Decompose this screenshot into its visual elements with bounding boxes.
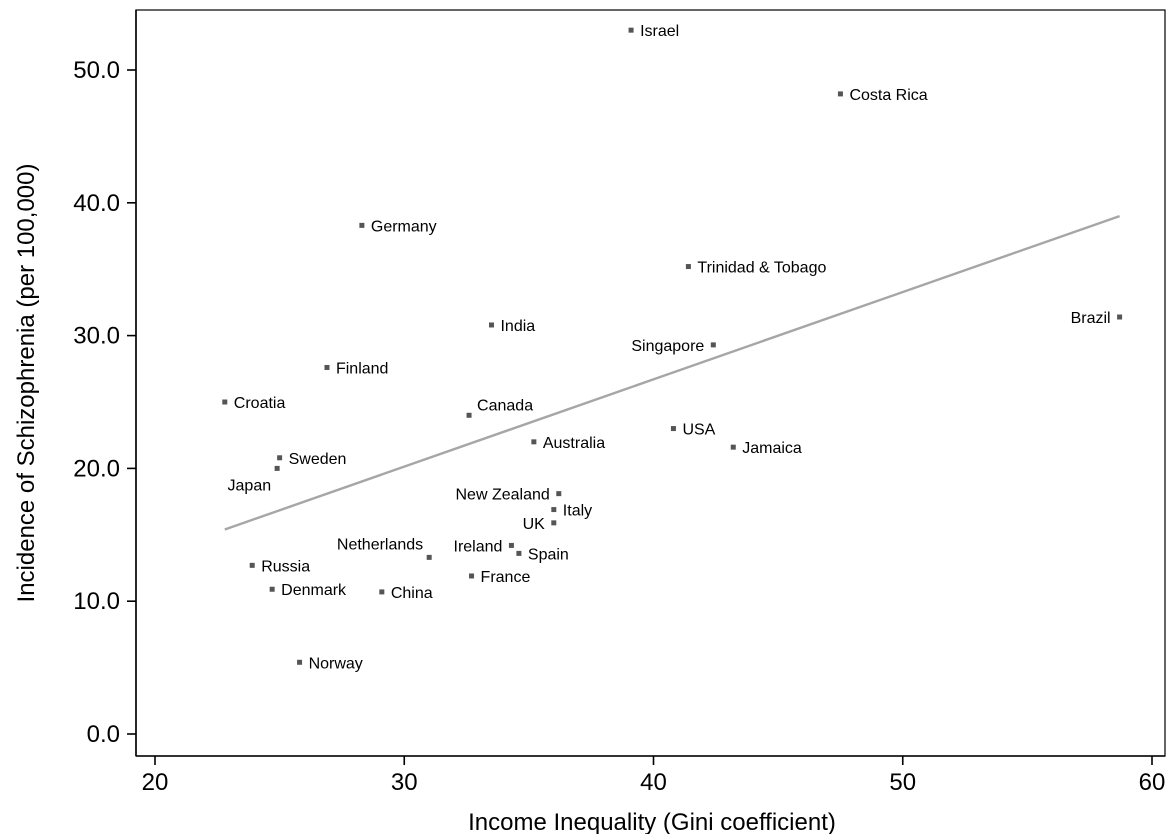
trendline-group xyxy=(224,214,1120,531)
point-label-china: China xyxy=(391,585,433,602)
point-uk xyxy=(551,520,557,526)
point-label-germany: Germany xyxy=(371,218,437,235)
point-costa-rica xyxy=(837,91,843,97)
point-label-france: France xyxy=(481,569,531,586)
point-label-italy: Italy xyxy=(563,503,592,520)
point-label-ireland: Ireland xyxy=(454,538,503,555)
point-israel xyxy=(628,27,634,33)
point-india xyxy=(488,322,494,328)
point-label-usa: USA xyxy=(682,422,715,439)
point-brazil xyxy=(1117,314,1123,320)
data-points: Israel Costa Rica Germany Trinidad & Tobago… xyxy=(222,23,1123,672)
point-sweden xyxy=(277,455,283,461)
point-label-brazil: Brazil xyxy=(1071,310,1111,327)
x-tick-label: 60 xyxy=(1139,769,1166,796)
point-jamaica xyxy=(730,444,736,450)
x-tick-label: 20 xyxy=(142,769,169,796)
axis-ticks: 20 30 40 50 60 0.0 10.0 20.0 30.0 40.0 50.0 xyxy=(73,57,1165,796)
point-label-russia: Russia xyxy=(261,558,310,575)
point-label-singapore: Singapore xyxy=(631,338,704,355)
point-singapore xyxy=(710,342,716,348)
point-label-finland: Finland xyxy=(336,360,388,377)
point-label-new-zealand: New Zealand xyxy=(456,487,550,504)
y-tick-label: 30.0 xyxy=(73,323,120,350)
point-norway xyxy=(297,659,303,665)
point-germany xyxy=(359,222,365,228)
point-denmark xyxy=(269,586,275,592)
plot-frame xyxy=(135,9,1166,757)
point-trinidad-tobago xyxy=(685,264,691,270)
point-label-denmark: Denmark xyxy=(281,582,347,599)
y-tick-label: 40.0 xyxy=(73,190,120,217)
point-label-trinidad-tobago: Trinidad & Tobago xyxy=(697,260,826,277)
point-russia xyxy=(249,562,255,568)
point-label-sweden: Sweden xyxy=(289,451,347,468)
point-ireland xyxy=(508,542,514,548)
point-canada xyxy=(466,412,472,418)
point-italy xyxy=(551,507,557,513)
point-label-croatia: Croatia xyxy=(234,395,286,412)
point-label-australia: Australia xyxy=(543,435,605,452)
point-label-japan: Japan xyxy=(228,477,272,494)
fit-line xyxy=(224,214,1120,531)
point-label-netherlands: Netherlands xyxy=(337,536,423,553)
point-label-uk: UK xyxy=(523,516,546,533)
x-tick-label: 40 xyxy=(640,769,667,796)
y-tick-label: 20.0 xyxy=(73,455,120,482)
point-label-canada: Canada xyxy=(477,397,533,414)
point-label-costa-rica: Costa Rica xyxy=(849,87,927,104)
y-axis-title: Incidence of Schizophrenia (per 100,000) xyxy=(13,164,40,603)
point-new-zealand xyxy=(556,491,562,497)
y-tick-label: 10.0 xyxy=(73,588,120,615)
x-tick-label: 50 xyxy=(889,769,916,796)
point-label-spain: Spain xyxy=(528,546,569,563)
point-china xyxy=(379,589,385,595)
point-label-israel: Israel xyxy=(640,23,679,40)
point-finland xyxy=(324,364,330,370)
point-label-india: India xyxy=(500,318,535,335)
x-tick-label: 30 xyxy=(391,769,418,796)
point-netherlands xyxy=(426,554,432,560)
x-axis-title: Income Inequality (Gini coefficient) xyxy=(468,809,836,834)
point-spain xyxy=(516,550,522,556)
point-label-norway: Norway xyxy=(309,655,363,672)
point-japan xyxy=(274,465,280,471)
point-label-jamaica: Jamaica xyxy=(742,440,802,457)
point-australia xyxy=(531,439,537,445)
point-croatia xyxy=(222,399,228,405)
y-tick-label: 0.0 xyxy=(87,721,120,748)
y-tick-label: 50.0 xyxy=(73,57,120,84)
point-france xyxy=(469,573,475,579)
point-usa xyxy=(670,426,676,432)
